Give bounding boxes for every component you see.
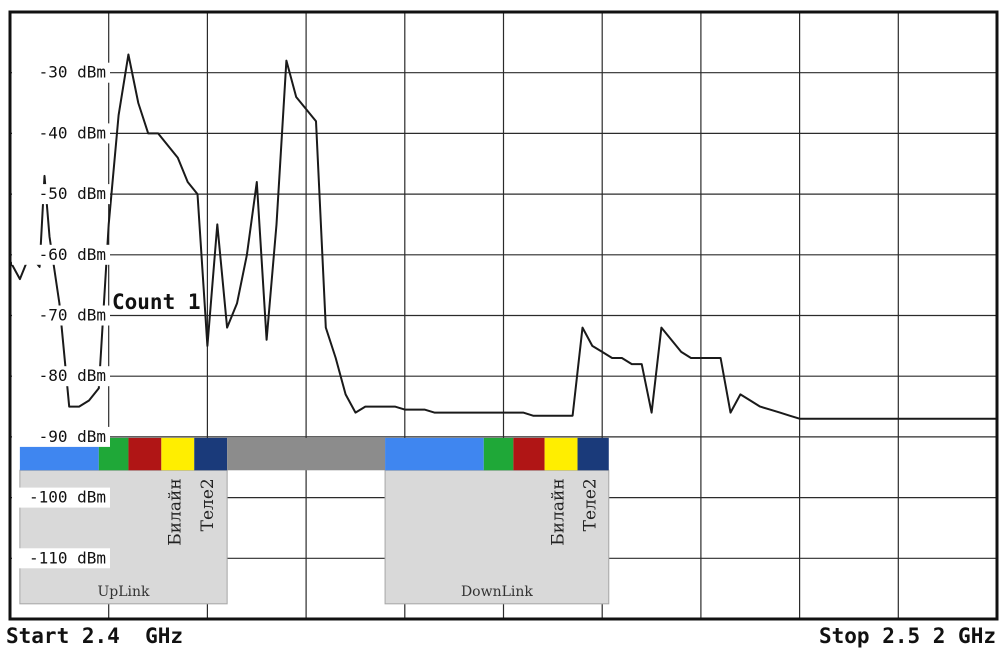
uplink-band-segment bbox=[161, 437, 195, 471]
y-tick-backdrop bbox=[12, 487, 110, 508]
y-tick-label: -60 dBm bbox=[39, 245, 106, 264]
y-tick-backdrop bbox=[12, 426, 110, 447]
y-tick-label: -30 dBm bbox=[39, 63, 106, 82]
downlink-band-segment bbox=[577, 437, 609, 471]
y-tick-label: -110 dBm bbox=[29, 548, 106, 567]
stop-frequency-label: Stop 2.5 2 GHz bbox=[818, 624, 996, 648]
y-tick-label: -40 dBm bbox=[39, 123, 106, 142]
downlink-band-segment bbox=[483, 437, 514, 471]
y-tick-label: -50 dBm bbox=[39, 184, 106, 203]
uplink-band-segment bbox=[128, 437, 162, 471]
grid bbox=[10, 12, 997, 619]
uplink-band-segment bbox=[194, 437, 228, 471]
y-tick-label: -90 dBm bbox=[39, 427, 106, 446]
y-tick-label: -70 dBm bbox=[39, 306, 106, 325]
band-allocation: UpLink Билайн Теле2 DownLink Билайн Теле2 bbox=[19, 437, 610, 605]
y-tick-backdrop bbox=[12, 244, 110, 265]
downlink-band-segment bbox=[544, 437, 578, 471]
y-tick-backdrop bbox=[12, 548, 110, 569]
spectrum-trace bbox=[9, 53, 997, 420]
uplink-caption: UpLink bbox=[97, 584, 150, 600]
y-tick-backdrop bbox=[12, 62, 110, 83]
spectrum-trace-line bbox=[9, 53, 997, 420]
y-tick-backdrop bbox=[12, 366, 110, 387]
uplink-operator-label: Билайн bbox=[165, 478, 185, 545]
downlink-operator-label: Билайн bbox=[549, 478, 569, 545]
y-tick-label: -100 dBm bbox=[29, 488, 106, 507]
downlink-operator-label: Теле2 bbox=[581, 478, 601, 531]
y-tick-label: -80 dBm bbox=[39, 366, 106, 385]
y-axis-ticks: -30 dBm -40 dBm -50 dBm -60 dBm -70 dBm -80 d… bbox=[12, 63, 110, 569]
y-tick-backdrop bbox=[12, 123, 110, 144]
downlink-band-segment bbox=[385, 437, 484, 471]
y-tick-backdrop bbox=[12, 305, 110, 326]
downlink-caption: DownLink bbox=[461, 584, 533, 600]
uplink-operator-label: Теле2 bbox=[198, 478, 218, 531]
count-annotation: Count 1 bbox=[112, 290, 201, 314]
start-frequency-label: Start 2.4 GHz bbox=[6, 624, 184, 648]
plot-frame bbox=[8, 10, 999, 621]
y-tick-backdrop bbox=[12, 184, 110, 205]
downlink-band-box bbox=[384, 469, 610, 605]
downlink-band-segment bbox=[513, 437, 545, 471]
gap-band-segment bbox=[227, 437, 386, 471]
